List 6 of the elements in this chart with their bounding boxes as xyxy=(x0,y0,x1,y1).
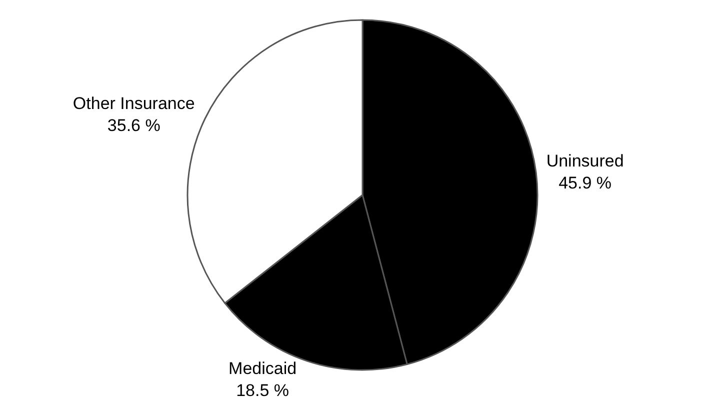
data-label: 45.9 % xyxy=(558,174,612,193)
slice-label: Medicaid xyxy=(228,358,297,378)
data-label: 18.5 % xyxy=(236,380,290,400)
slice-label: Other Insurance xyxy=(72,94,195,114)
data-label: 35.6 % xyxy=(107,116,160,136)
slice-label: Uninsured xyxy=(546,152,624,171)
